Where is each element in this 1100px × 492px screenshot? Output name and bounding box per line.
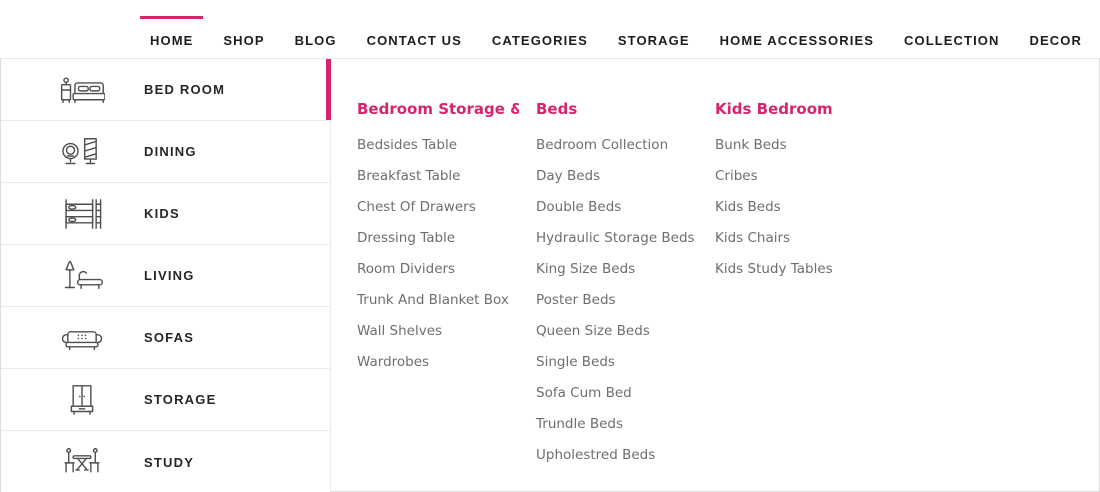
- menu-link[interactable]: Dressing Table: [357, 230, 456, 246]
- category-sidebar: BED ROOM DINING: [1, 59, 331, 492]
- study-table-icon: [59, 443, 105, 481]
- menu-link[interactable]: Sofa Cum Bed: [536, 385, 632, 401]
- sidebar-item-label: KIDS: [144, 206, 180, 221]
- menu-column-beds: Beds Bedroom Collection Day Beds Double …: [536, 100, 715, 491]
- sidebar-item-living[interactable]: LIVING: [1, 245, 330, 307]
- menu-link[interactable]: Kids Beds: [715, 199, 781, 215]
- menu-link[interactable]: Room Dividers: [357, 261, 456, 277]
- sidebar-item-study[interactable]: STUDY: [1, 431, 330, 492]
- sidebar-item-label: BED ROOM: [144, 82, 226, 97]
- menu-column-bedroom-storage: Bedroom Storage & A... Bedsides Table Br…: [357, 100, 536, 491]
- lamp-chaise-icon: [59, 257, 105, 295]
- main-nav: HOME SHOP BLOG CONTACT US CATEGORIES STO…: [0, 0, 1100, 58]
- bunk-bed-icon: [59, 195, 105, 233]
- sidebar-item-label: LIVING: [144, 268, 195, 283]
- menu-column-list: Bedsides Table Breakfast Table Chest Of …: [357, 136, 536, 372]
- menu-column-title[interactable]: Bedroom Storage & A...: [357, 100, 519, 118]
- menu-link[interactable]: Trunk And Blanket Box: [357, 292, 509, 308]
- nav-item-shop[interactable]: SHOP: [223, 33, 265, 48]
- sidebar-item-kids[interactable]: KIDS: [1, 183, 330, 245]
- mega-menu-panel: Bedroom Storage & A... Bedsides Table Br…: [331, 59, 1099, 491]
- menu-column-list: Bedroom Collection Day Beds Double Beds …: [536, 136, 715, 465]
- menu-link[interactable]: Queen Size Beds: [536, 323, 650, 339]
- sidebar-item-dining[interactable]: DINING: [1, 121, 330, 183]
- menu-column-title[interactable]: Kids Bedroom: [715, 100, 833, 118]
- menu-column-title[interactable]: Beds: [536, 100, 578, 118]
- menu-link[interactable]: Breakfast Table: [357, 168, 461, 184]
- sidebar-item-label: STORAGE: [144, 392, 217, 407]
- sidebar-item-label: STUDY: [144, 454, 195, 470]
- nav-item-storage[interactable]: STORAGE: [617, 33, 690, 48]
- nav-item-decor[interactable]: DECOR: [1029, 33, 1082, 48]
- sidebar-item-label: SOFAS: [144, 330, 195, 345]
- sidebar-item-label: DINING: [144, 144, 197, 159]
- sidebar-item-storage[interactable]: STORAGE: [1, 369, 330, 431]
- menu-link[interactable]: Cribes: [715, 168, 758, 184]
- menu-link[interactable]: King Size Beds: [536, 261, 636, 277]
- nav-item-collection[interactable]: COLLECTION: [904, 33, 1000, 48]
- menu-link[interactable]: Single Beds: [536, 354, 615, 370]
- sidebar-item-sofas[interactable]: SOFAS: [1, 307, 330, 369]
- nav-item-categories[interactable]: CATEGORIES: [491, 33, 588, 48]
- nav-item-home[interactable]: HOME: [139, 16, 204, 48]
- menu-link[interactable]: Upholestred Beds: [536, 447, 656, 463]
- mega-menu: BED ROOM DINING: [0, 58, 1100, 492]
- menu-link[interactable]: Wall Shelves: [357, 323, 443, 339]
- menu-link[interactable]: Kids Study Tables: [715, 261, 833, 277]
- menu-link[interactable]: Hydraulic Storage Beds: [536, 230, 695, 246]
- menu-column-kids-bedroom: Kids Bedroom Bunk Beds Cribes Kids Beds …: [715, 100, 894, 491]
- menu-link[interactable]: Bedsides Table: [357, 137, 458, 153]
- sofa-icon: [59, 319, 105, 357]
- nav-item-contact-us[interactable]: CONTACT US: [366, 33, 462, 48]
- menu-link[interactable]: Poster Beds: [536, 292, 616, 308]
- sidebar-item-bed-room[interactable]: BED ROOM: [1, 59, 331, 121]
- menu-link[interactable]: Bunk Beds: [715, 137, 787, 153]
- menu-link[interactable]: Kids Chairs: [715, 230, 791, 246]
- menu-link[interactable]: Chest Of Drawers: [357, 199, 476, 215]
- bed-icon: [59, 71, 105, 109]
- menu-link[interactable]: Wardrobes: [357, 354, 430, 370]
- menu-link[interactable]: Double Beds: [536, 199, 622, 215]
- wardrobe-icon: [59, 381, 105, 419]
- menu-column-list: Bunk Beds Cribes Kids Beds Kids Chairs K…: [715, 136, 894, 279]
- mirror-cabinet-icon: [59, 133, 105, 171]
- nav-item-home-accessories[interactable]: HOME ACCESSORIES: [719, 33, 874, 48]
- menu-link[interactable]: Trundle Beds: [536, 416, 624, 432]
- nav-item-blog[interactable]: BLOG: [294, 33, 337, 48]
- menu-link[interactable]: Bedroom Collection: [536, 137, 669, 153]
- menu-link[interactable]: Day Beds: [536, 168, 601, 184]
